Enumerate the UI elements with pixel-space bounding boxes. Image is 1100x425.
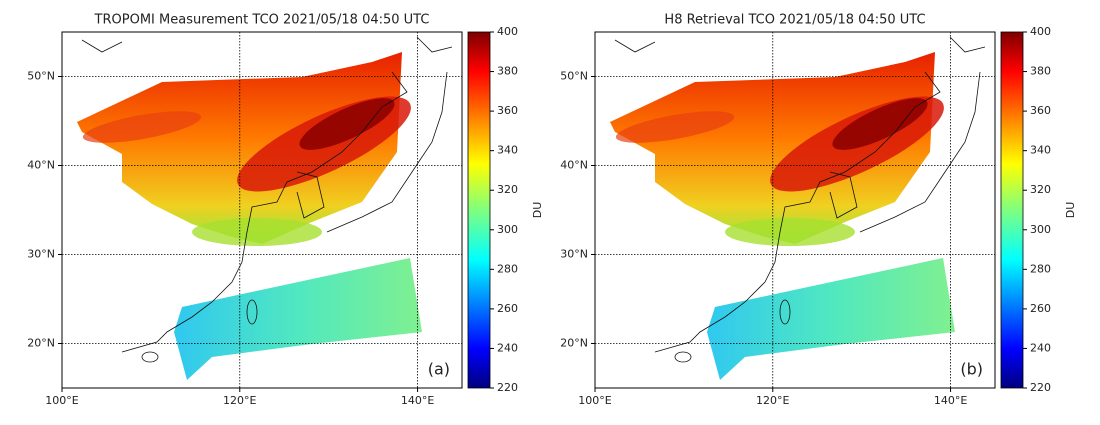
colorbar-tick-label: 400 (497, 25, 518, 38)
y-tick-label: 20°N (27, 337, 55, 350)
coastline (654, 71, 941, 353)
y-tick-label: 40°N (27, 159, 55, 172)
x-tick-label: 120°E (756, 394, 789, 407)
island (246, 299, 258, 325)
swath-edge (615, 111, 735, 143)
swath-edge (82, 111, 202, 143)
colorbar-tick-label: 300 (1030, 223, 1051, 236)
swath-south (707, 258, 955, 380)
swath-north (77, 52, 402, 244)
colorbar-tick-label: 360 (1030, 104, 1051, 117)
coastline (326, 71, 448, 233)
colorbar-tick-label: 340 (497, 144, 518, 157)
colorbar-tick-label: 260 (497, 302, 518, 315)
axes-frame (594, 31, 996, 389)
colorbar (467, 31, 491, 389)
panel-title: TROPOMI Measurement TCO 2021/05/18 04:50… (94, 13, 430, 28)
y-tick-label: 40°N (560, 159, 588, 172)
colorbar-tick-label: 240 (1030, 341, 1051, 354)
colorbar-tick-label: 300 (497, 223, 518, 236)
x-tick-label: 140°E (401, 394, 434, 407)
coastline (81, 36, 453, 53)
colorbar-tick-label: 220 (497, 381, 518, 394)
colorbar-tick-label: 240 (497, 341, 518, 354)
panel-label: (a) (428, 360, 450, 379)
colorbar-tick-label: 260 (1030, 302, 1051, 315)
map-panel: 100°E 120°E 140°E 20°N 30°N 40°N 50°N H8 Retrie… (560, 13, 1077, 408)
coastline (859, 71, 981, 233)
coastline (614, 36, 986, 53)
map-panel: 100°E 120°E 140°E 20°N 30°N 40°N 50°N TROPOMI M… (27, 13, 544, 408)
axes-frame (61, 31, 463, 389)
swath-north (610, 52, 935, 244)
coastline (829, 171, 858, 219)
colorbar-tick-label: 380 (1030, 65, 1051, 78)
swath-low (192, 218, 322, 246)
y-tick-label: 20°N (560, 337, 588, 350)
island (141, 351, 159, 363)
colorbar-tick-label: 400 (1030, 25, 1051, 38)
colorbar-label: DU (1064, 202, 1077, 219)
colorbar-tick-label: 320 (497, 183, 518, 196)
panel-label: (b) (960, 360, 983, 379)
colorbar-tick-label: 380 (497, 65, 518, 78)
y-tick-label: 50°N (560, 70, 588, 83)
x-tick-label: 120°E (223, 394, 256, 407)
colorbar-tick-label: 280 (1030, 262, 1051, 275)
colorbar-tick-label: 280 (497, 262, 518, 275)
colorbar-tick-label: 320 (1030, 183, 1051, 196)
y-tick-label: 50°N (27, 70, 55, 83)
swath-core (832, 98, 928, 150)
x-tick-label: 100°E (45, 394, 78, 407)
x-tick-label: 140°E (934, 394, 967, 407)
swath-south (174, 258, 422, 380)
swath-low (725, 218, 855, 246)
colorbar-label: DU (531, 202, 544, 219)
swath-core (299, 98, 395, 150)
x-tick-label: 100°E (578, 394, 611, 407)
colorbar-tick-label: 220 (1030, 381, 1051, 394)
colorbar-tick-label: 360 (497, 104, 518, 117)
coastline (296, 171, 325, 219)
island (674, 351, 692, 363)
y-tick-label: 30°N (560, 248, 588, 261)
y-tick-label: 30°N (27, 248, 55, 261)
island (779, 299, 791, 325)
coastline (121, 71, 408, 353)
ozone-field (77, 36, 453, 380)
colorbar (1000, 31, 1024, 389)
colorbar-tick-label: 340 (1030, 144, 1051, 157)
ozone-field (610, 36, 986, 380)
panel-title: H8 Retrieval TCO 2021/05/18 04:50 UTC (664, 13, 925, 28)
